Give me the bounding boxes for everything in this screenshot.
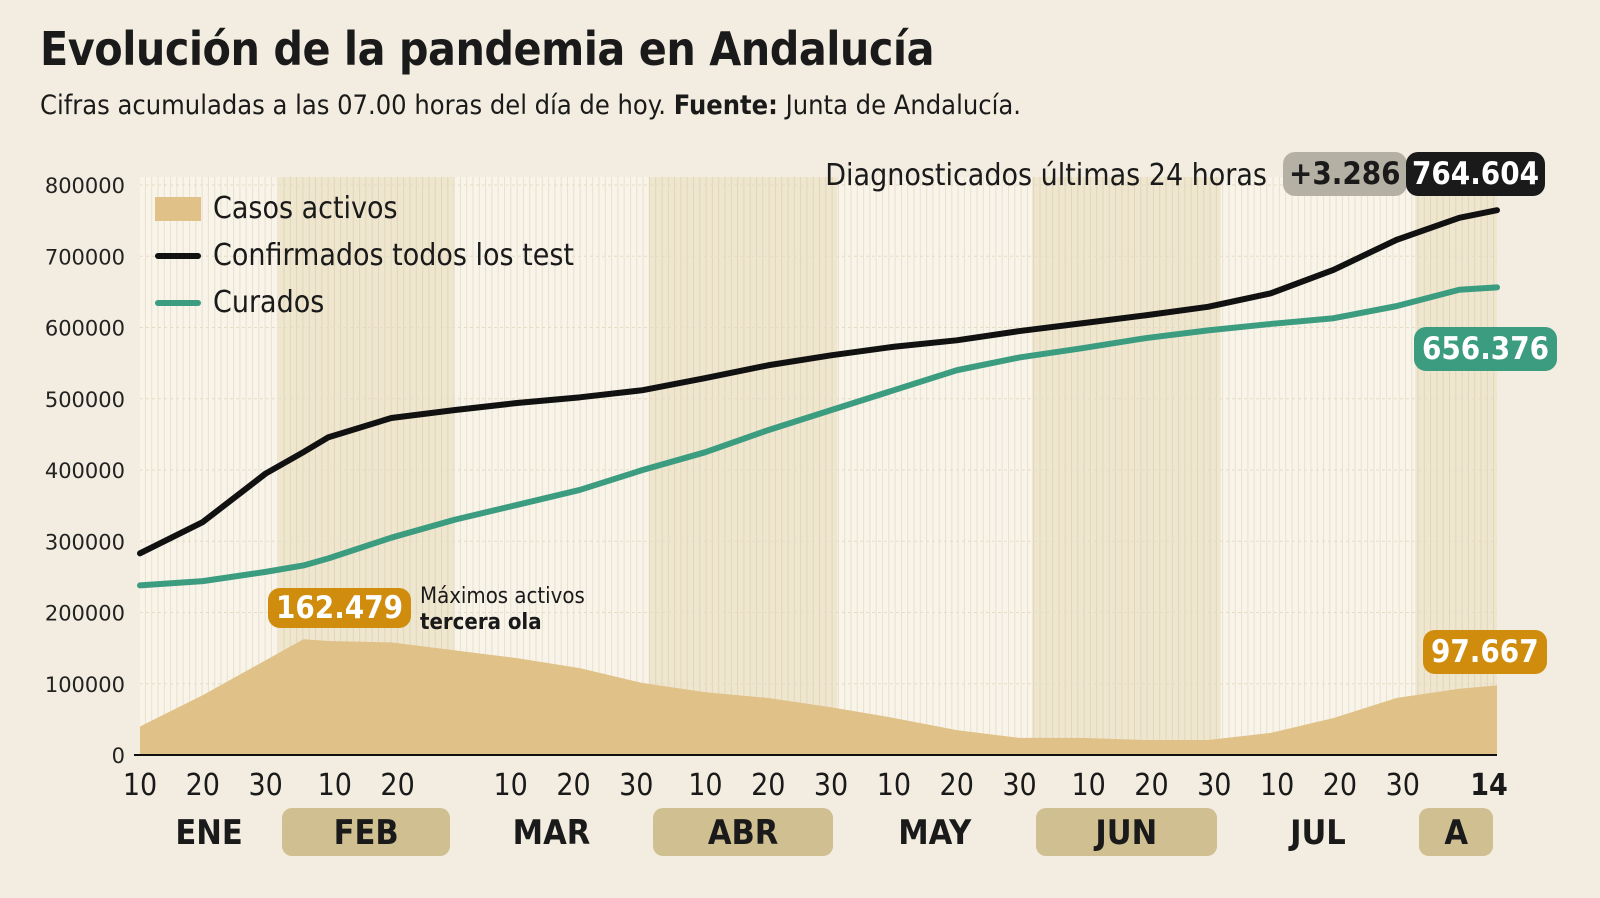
x-tick-label: 20	[1134, 768, 1168, 803]
peak-activos-badge: 162.479	[268, 588, 412, 628]
y-tick-label: 200000	[45, 602, 125, 626]
x-tick-label: 30	[619, 768, 653, 803]
x-tick-label: 20	[751, 768, 785, 803]
x-tick-label: 30	[248, 768, 282, 803]
x-tick-label: 20	[186, 768, 220, 803]
daily-delta-badge: +3.286	[1283, 152, 1407, 196]
series-line-confirmados	[137, 207, 1500, 557]
month-label: ENE	[175, 813, 243, 853]
month-label: ABR	[652, 808, 834, 856]
x-tick-label: 10	[1260, 768, 1294, 803]
x-tick-label: 30	[1197, 768, 1231, 803]
legend-swatch	[155, 299, 201, 306]
x-tick-label: 20	[380, 768, 414, 803]
month-label: MAY	[898, 813, 972, 853]
source-label: Fuente:	[673, 90, 778, 121]
y-tick-label: 400000	[45, 459, 125, 483]
series-line-curados	[137, 284, 1500, 589]
x-tick-label: 20	[556, 768, 590, 803]
x-tick-label: 10	[123, 768, 157, 803]
peak-annotation: Máximos activos tercera ola	[420, 584, 585, 636]
legend-label: Casos activos	[213, 191, 398, 226]
x-tick-label: 14	[1470, 768, 1508, 803]
legend-item-activos: Casos activos	[155, 185, 574, 232]
activos-total-badge: 97.667	[1423, 630, 1547, 674]
curados-total-badge: 656.376	[1414, 327, 1558, 371]
legend-label: Confirmados todos los test	[213, 238, 574, 273]
x-tick-label: 30	[1002, 768, 1036, 803]
x-tick-label: 10	[877, 768, 911, 803]
month-label: FEB	[282, 808, 451, 856]
chart-title: Evolución de la pandemia en Andalucía	[40, 22, 935, 76]
source-text: Junta de Andalucía.	[785, 90, 1021, 121]
y-tick-label: 500000	[45, 388, 125, 412]
confirmed-total-badge: 764.604	[1406, 152, 1546, 196]
y-tick-label: 300000	[45, 530, 125, 554]
x-tick-label: 10	[1071, 768, 1105, 803]
legend: Casos activos Confirmados todos los test…	[155, 185, 574, 326]
legend-item-curados: Curados	[155, 279, 574, 326]
annotation-line2: tercera ola	[420, 610, 542, 635]
chart-subtitle: Cifras acumuladas a las 07.00 horas del …	[40, 90, 1021, 121]
x-tick-label: 10	[318, 768, 352, 803]
x-tick-label: 30	[814, 768, 848, 803]
y-tick-label: 600000	[45, 317, 125, 341]
month-label: MAR	[512, 813, 591, 853]
legend-label: Curados	[213, 285, 325, 320]
legend-swatch	[155, 196, 201, 221]
daily-diagnosed-label: Diagnosticados últimas 24 horas	[825, 158, 1267, 193]
annotation-line1: Máximos activos	[420, 584, 585, 609]
month-label: JUN	[1036, 808, 1217, 856]
x-tick-label: 20	[940, 768, 974, 803]
x-tick-label: 10	[688, 768, 722, 803]
y-tick-label: 0	[112, 744, 125, 768]
month-label: A	[1419, 808, 1493, 856]
x-tick-label: 20	[1323, 768, 1357, 803]
subtitle-text: Cifras acumuladas a las 07.00 horas del …	[40, 90, 667, 121]
month-band	[1032, 177, 1221, 755]
series-area-activos	[140, 639, 1497, 755]
month-label: JUL	[1290, 813, 1346, 853]
month-band	[648, 177, 838, 755]
legend-item-confirmados: Confirmados todos los test	[155, 232, 574, 279]
x-tick-label: 10	[493, 768, 527, 803]
y-tick-label: 700000	[45, 245, 125, 269]
y-tick-label: 800000	[45, 174, 125, 198]
x-tick-label: 30	[1386, 768, 1420, 803]
y-tick-label: 100000	[45, 673, 125, 697]
legend-swatch	[155, 252, 201, 259]
